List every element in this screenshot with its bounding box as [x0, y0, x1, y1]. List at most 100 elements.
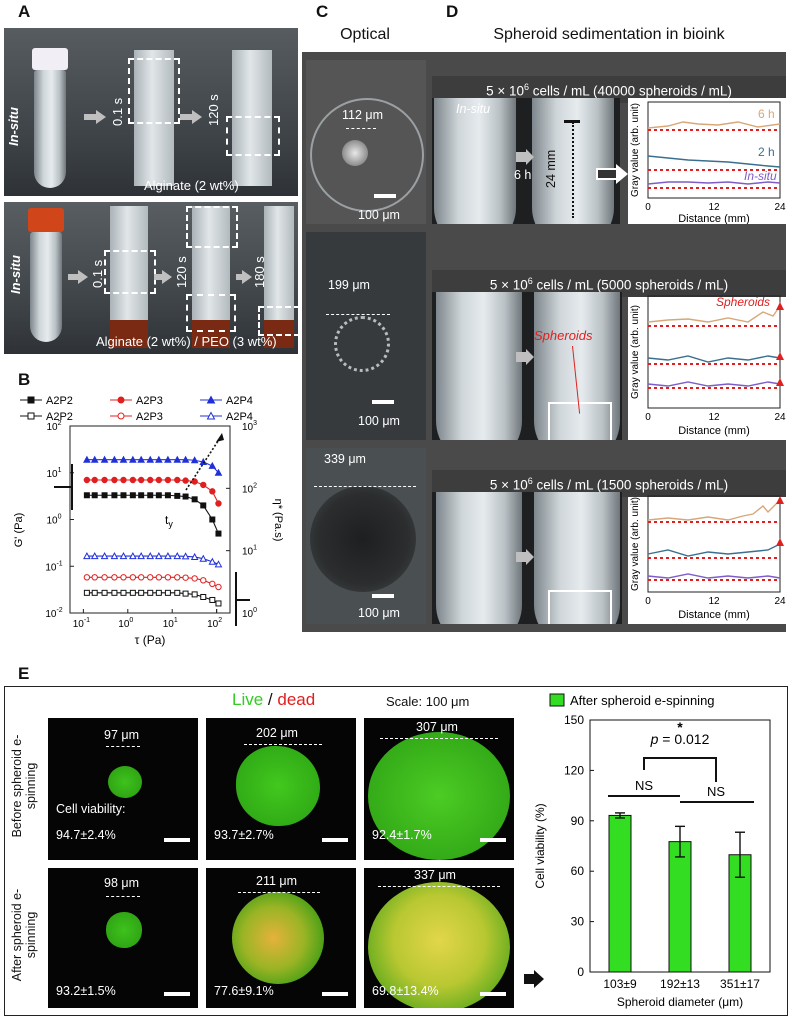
legend-swatch [549, 693, 565, 707]
arrow-body [68, 274, 78, 280]
fluorescence-before-3: 307 μm 92.4±1.7% [364, 718, 514, 860]
panel-a-bottom-photo: In-situ 0.1 s 120 s 180 s Alginate (2 wt… [4, 202, 298, 354]
series-6h [647, 499, 781, 521]
series-a2p3-open [83, 574, 222, 591]
series-line [86, 555, 219, 565]
data-point [215, 530, 222, 537]
viability-value: 93.7±2.7% [214, 828, 274, 842]
spheroid [232, 892, 324, 984]
spheroid [310, 486, 416, 592]
plot-frame [69, 425, 231, 614]
y-right-tick-label: 100 [242, 607, 257, 620]
material-label: Alginate (2 wt%) [144, 178, 239, 193]
y-label: Cell viability (%) [533, 803, 547, 888]
highlight-box [128, 58, 180, 124]
y-tick-label: 10-1 [45, 560, 62, 573]
scale-label: 100 μm [358, 208, 400, 222]
bar [668, 841, 692, 973]
data-point [147, 574, 154, 581]
fluorescence-before-1: 97 μm Cell viability: 94.7±2.4% [48, 718, 198, 860]
insitu-label: In-situ [456, 102, 491, 116]
xtick: 12 [708, 596, 720, 607]
data-point [182, 477, 189, 484]
diameter-label: 202 μm [256, 726, 298, 740]
data-point [174, 574, 181, 581]
panel-e-frame [4, 686, 788, 1016]
scale-note: Scale: 100 μm [386, 694, 470, 709]
data-point [164, 574, 172, 581]
p-value: p = 0.012 [650, 731, 710, 747]
data-point [173, 552, 182, 560]
scale-bar [322, 838, 348, 842]
legend-marker [117, 412, 125, 420]
xtick: 12 [708, 412, 720, 423]
legend-marker [117, 396, 125, 404]
data-point [209, 580, 216, 588]
xtick: 12 [708, 202, 720, 213]
arrow-right [78, 270, 88, 284]
series-line [86, 592, 219, 604]
spheroid [106, 912, 142, 948]
data-point [208, 557, 217, 565]
tube-insitu [436, 492, 522, 624]
highlight-box [186, 206, 238, 248]
legend-marker [206, 395, 216, 404]
data-point [137, 574, 145, 581]
row-label-after: After spheroid e-spinning [10, 888, 38, 982]
data-point [83, 574, 91, 581]
legend-label: After spheroid e-spinning [570, 693, 715, 708]
viability-value: 77.6±9.1% [214, 984, 274, 998]
data-point [147, 492, 154, 499]
y-tick-label: 0 [577, 965, 584, 979]
data-point [83, 492, 90, 499]
data-point [137, 455, 146, 463]
y-tick-label: 60 [571, 864, 585, 878]
highlight-box [226, 116, 280, 156]
spheroids-plot-label: Spheroids [716, 295, 770, 309]
spheroid [342, 140, 368, 166]
viability-bar-chart: After spheroid e-spinning 0306090120150 … [533, 693, 771, 1009]
profile-plot-1: 6 h 2 h In-situ 0 12 24 Distance (mm) Gr… [630, 101, 786, 224]
diameter-label: 199 μm [328, 278, 370, 292]
tube-120s [232, 50, 272, 186]
peak-marker [776, 538, 784, 546]
xtick: 24 [774, 596, 786, 607]
x-axis-ticks: 103±9 192±13 351±17 [603, 977, 760, 991]
sedimentation-image-3 [432, 492, 622, 624]
tube-insitu [30, 232, 62, 342]
spheroid [368, 882, 510, 1008]
live-dead-title: Live / dead [232, 690, 316, 709]
data-point [164, 476, 172, 484]
xtick: 0 [645, 412, 651, 423]
data-point [138, 492, 145, 499]
scale-bar [322, 992, 348, 996]
y-right-tick-label: 101 [242, 545, 257, 558]
diameter-line [106, 896, 140, 897]
data-point [146, 455, 155, 463]
y-tick-label: 101 [46, 467, 61, 480]
row-label-before: Before spheroid e-spinning [10, 734, 38, 838]
diameter-line [346, 128, 376, 129]
x-label: Distance (mm) [678, 425, 750, 437]
scale-bar [480, 838, 506, 842]
data-point [190, 552, 199, 560]
series-line [86, 494, 219, 534]
time-label-120s: 120 s [206, 94, 221, 126]
tube-0-1s [134, 50, 174, 186]
data-point [200, 481, 207, 489]
data-point [214, 560, 223, 568]
x-tick-label: 103±9 [603, 977, 637, 991]
scale-bar [372, 400, 394, 404]
series-insitu [647, 181, 781, 185]
panel-c-title: Optical [340, 26, 390, 43]
data-point [129, 589, 136, 596]
data-point [199, 554, 208, 562]
diameter-line [326, 314, 390, 315]
big-arrow-head [616, 164, 628, 184]
data-point [91, 476, 98, 484]
data-point [101, 476, 108, 484]
data-point [214, 468, 223, 476]
diameter-line [380, 738, 498, 739]
data-point [111, 476, 118, 484]
data-point [208, 461, 217, 469]
